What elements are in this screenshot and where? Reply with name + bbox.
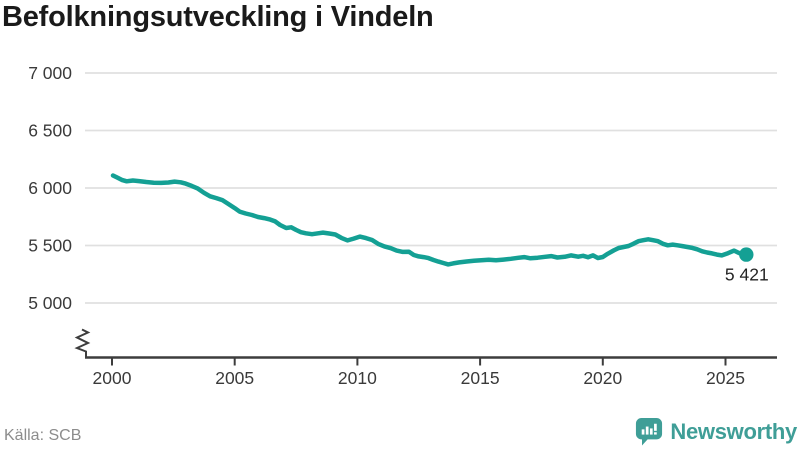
y-axis-tick-label: 7 000 [28, 63, 72, 83]
latest-value-marker [739, 247, 754, 262]
x-axis-tick-label: 2015 [461, 368, 500, 388]
source-attribution: Källa: SCB [4, 427, 82, 444]
y-axis-tick-label: 5 000 [28, 293, 72, 313]
population-trend-line [110, 173, 749, 267]
x-axis-tick-label: 2005 [215, 368, 254, 388]
y-axis-tick-label: 6 500 [28, 121, 72, 141]
x-axis-tick-label: 2025 [706, 368, 745, 388]
y-axis-tick-label: 5 500 [28, 236, 72, 256]
newsworthy-speech-bubble-bars-icon [636, 417, 663, 446]
y-axis-break-icon [74, 328, 91, 358]
newsworthy-wordmark: Newsworthy [670, 418, 797, 444]
chart-title: Befolkningsutveckling i Vindeln [2, 1, 434, 33]
latest-value-label: 5 421 [725, 265, 769, 285]
x-axis-tick-label: 2020 [583, 368, 622, 388]
y-axis-tick-label: 6 000 [28, 178, 72, 198]
x-axis-tick-label: 2000 [93, 368, 132, 388]
newsworthy-logo[interactable]: Newsworthy [635, 417, 797, 446]
x-axis-tick-label: 2010 [338, 368, 377, 388]
